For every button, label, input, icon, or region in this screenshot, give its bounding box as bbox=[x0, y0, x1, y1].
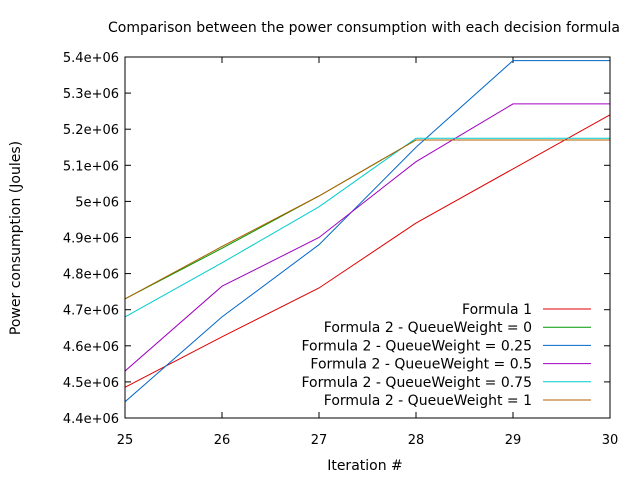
y-axis-label: Power consumption (Joules) bbox=[8, 141, 24, 335]
x-tick-label: 27 bbox=[311, 433, 328, 448]
series-line-4 bbox=[124, 103, 610, 372]
chart-title: Comparison between the power consumption… bbox=[108, 20, 620, 36]
plot-frame bbox=[124, 56, 611, 419]
legend-label: Formula 2 - QueueWeight = 1 bbox=[324, 393, 532, 409]
x-tick-label: 26 bbox=[214, 433, 231, 448]
y-tick-label: 5.3e+06 bbox=[63, 87, 119, 102]
legend-label: Formula 2 - QueueWeight = 0 bbox=[324, 320, 532, 336]
y-tick-label: 5.1e+06 bbox=[63, 159, 119, 174]
legend-label: Formula 1 bbox=[462, 302, 532, 318]
legend-label: Formula 2 - QueueWeight = 0.25 bbox=[302, 338, 533, 354]
y-tick-label: 5.2e+06 bbox=[63, 123, 119, 138]
series-line-5 bbox=[124, 137, 610, 318]
series-line-3 bbox=[124, 60, 610, 403]
legend: Formula 1 Formula 2 - QueueWeight = 0 Form… bbox=[302, 302, 591, 409]
series-line-6 bbox=[124, 139, 610, 300]
axis-ticks: 4.4e+06 4.5e+06 4.6e+06 4.7e+06 4.8e+06 4.9e+… bbox=[63, 51, 618, 448]
y-tick-label: 5.4e+06 bbox=[63, 51, 119, 66]
series-line-2 bbox=[124, 139, 610, 300]
series-lines bbox=[124, 60, 611, 403]
series-line-1 bbox=[124, 114, 611, 388]
x-tick-label: 28 bbox=[408, 433, 425, 448]
legend-label: Formula 2 - QueueWeight = 0.75 bbox=[302, 375, 533, 391]
y-tick-label: 4.8e+06 bbox=[63, 268, 119, 283]
x-axis-label: Iteration # bbox=[327, 458, 403, 474]
x-tick-label: 25 bbox=[117, 433, 134, 448]
y-tick-label: 4.9e+06 bbox=[63, 232, 119, 247]
y-tick-label: 4.5e+06 bbox=[63, 376, 119, 391]
y-tick-label: 5e+06 bbox=[75, 195, 119, 210]
x-tick-label: 30 bbox=[602, 433, 619, 448]
y-tick-label: 4.6e+06 bbox=[63, 340, 119, 355]
y-tick-label: 4.4e+06 bbox=[63, 412, 119, 427]
x-tick-label: 29 bbox=[505, 433, 522, 448]
legend-label: Formula 2 - QueueWeight = 0.5 bbox=[310, 357, 532, 373]
y-tick-label: 4.7e+06 bbox=[63, 304, 119, 319]
